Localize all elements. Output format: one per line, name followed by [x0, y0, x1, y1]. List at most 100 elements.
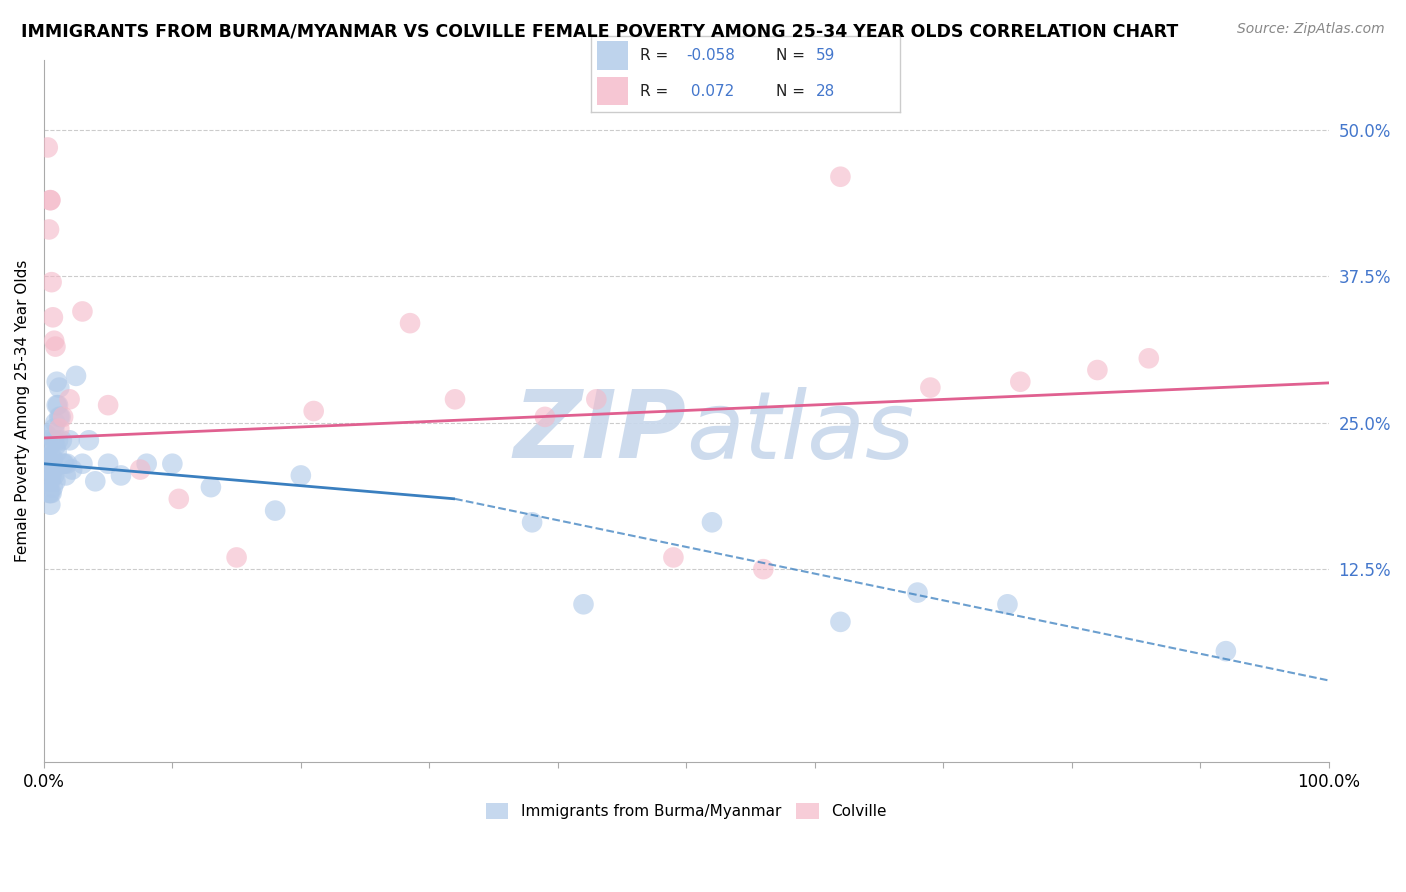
- Point: [264, 503, 287, 517]
- Point: [52, 409, 75, 424]
- Point: [84, 475, 107, 489]
- Bar: [596, 77, 627, 105]
- Point: [830, 615, 852, 629]
- Point: [38, 486, 60, 500]
- Text: -0.058: -0.058: [686, 48, 735, 63]
- Point: [830, 169, 852, 184]
- Point: [45, 398, 67, 412]
- Point: [907, 585, 929, 599]
- Bar: [596, 41, 627, 70]
- Point: [58, 434, 80, 448]
- Text: N =: N =: [776, 84, 810, 98]
- Point: [110, 468, 132, 483]
- Point: [44, 340, 66, 354]
- Point: [39, 193, 62, 207]
- Point: [53, 457, 76, 471]
- Text: IMMIGRANTS FROM BURMA/MYANMAR VS COLVILLE FEMALE POVERTY AMONG 25-34 YEAR OLDS C: IMMIGRANTS FROM BURMA/MYANMAR VS COLVILL…: [21, 22, 1178, 40]
- Point: [38, 475, 60, 489]
- Text: Source: ZipAtlas.com: Source: ZipAtlas.com: [1237, 22, 1385, 37]
- Text: R =: R =: [640, 84, 673, 98]
- Point: [534, 409, 557, 424]
- Point: [42, 450, 65, 465]
- Point: [39, 498, 62, 512]
- Point: [162, 457, 184, 471]
- Point: [167, 491, 190, 506]
- Point: [55, 468, 77, 483]
- Point: [44, 434, 66, 448]
- Point: [42, 310, 65, 325]
- Point: [51, 434, 73, 448]
- Point: [58, 392, 80, 407]
- Point: [38, 222, 60, 236]
- Point: [39, 193, 62, 207]
- Point: [44, 439, 66, 453]
- Point: [37, 140, 59, 154]
- Point: [42, 480, 65, 494]
- Point: [399, 316, 422, 330]
- Point: [97, 398, 120, 412]
- Point: [48, 421, 70, 435]
- Point: [700, 516, 723, 530]
- Y-axis label: Female Poverty Among 25-34 Year Olds: Female Poverty Among 25-34 Year Olds: [15, 260, 30, 562]
- Point: [97, 457, 120, 471]
- Point: [44, 468, 66, 483]
- Point: [46, 434, 69, 448]
- Point: [1215, 644, 1237, 658]
- Point: [662, 550, 685, 565]
- Point: [997, 597, 1019, 611]
- Point: [1010, 375, 1032, 389]
- Point: [60, 462, 83, 476]
- Point: [45, 375, 67, 389]
- Point: [72, 457, 94, 471]
- Point: [77, 434, 100, 448]
- Point: [225, 550, 247, 565]
- Point: [48, 409, 70, 424]
- Point: [41, 468, 63, 483]
- Point: [129, 462, 152, 476]
- Text: R =: R =: [640, 48, 673, 63]
- Point: [37, 434, 59, 448]
- Point: [35, 450, 58, 465]
- Point: [41, 275, 63, 289]
- Point: [1087, 363, 1109, 377]
- Text: 59: 59: [817, 48, 835, 63]
- Point: [35, 427, 58, 442]
- Point: [38, 439, 60, 453]
- Point: [302, 404, 325, 418]
- Legend: Immigrants from Burma/Myanmar, Colville: Immigrants from Burma/Myanmar, Colville: [479, 797, 893, 825]
- Point: [44, 421, 66, 435]
- Point: [135, 457, 157, 471]
- Point: [56, 457, 79, 471]
- Point: [444, 392, 467, 407]
- Point: [52, 457, 75, 471]
- Point: [48, 381, 70, 395]
- Point: [42, 462, 65, 476]
- Point: [45, 445, 67, 459]
- Point: [290, 468, 312, 483]
- Point: [920, 381, 942, 395]
- Point: [585, 392, 607, 407]
- Text: 0.072: 0.072: [686, 84, 735, 98]
- Point: [37, 462, 59, 476]
- Point: [520, 516, 543, 530]
- Text: atlas: atlas: [686, 386, 914, 477]
- Point: [46, 398, 69, 412]
- Point: [41, 450, 63, 465]
- Point: [34, 450, 56, 465]
- Point: [1137, 351, 1160, 366]
- Point: [752, 562, 775, 576]
- Point: [72, 304, 94, 318]
- Text: N =: N =: [776, 48, 810, 63]
- Point: [44, 416, 66, 430]
- Point: [42, 457, 65, 471]
- Point: [65, 368, 87, 383]
- Point: [44, 475, 66, 489]
- Point: [44, 334, 66, 348]
- Point: [49, 409, 72, 424]
- Text: 28: 28: [817, 84, 835, 98]
- Point: [39, 462, 62, 476]
- Point: [200, 480, 222, 494]
- Text: ZIP: ZIP: [513, 386, 686, 478]
- Point: [41, 486, 63, 500]
- Point: [572, 597, 595, 611]
